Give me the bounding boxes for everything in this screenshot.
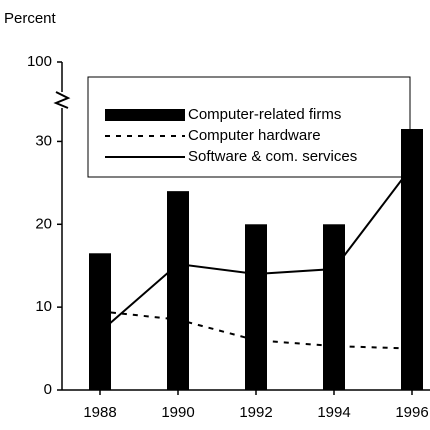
bar — [323, 224, 345, 390]
x-tick-label: 1990 — [161, 404, 194, 421]
y-axis-label: Percent — [4, 10, 57, 27]
legend-swatch — [105, 109, 185, 121]
y-tick-label: 30 — [35, 132, 52, 149]
line — [99, 165, 413, 333]
bar — [89, 253, 111, 390]
legend-label: Computer-related firms — [188, 106, 341, 123]
bar — [245, 224, 267, 390]
x-tick-label: 1994 — [317, 404, 350, 421]
legend-label: Software & com. services — [188, 148, 357, 165]
y-tick-label: 100 — [27, 53, 52, 70]
bar — [167, 191, 189, 390]
x-tick-label: 1988 — [83, 404, 116, 421]
x-tick-label: 1992 — [239, 404, 272, 421]
axis-break — [53, 91, 71, 109]
y-tick-label: 0 — [44, 381, 52, 398]
x-tick-label: 1996 — [395, 404, 428, 421]
legend-label: Computer hardware — [188, 127, 321, 144]
legend-box — [87, 76, 411, 178]
y-tick-label: 10 — [35, 298, 52, 315]
bar — [401, 129, 423, 390]
y-tick-label: 20 — [35, 215, 52, 232]
